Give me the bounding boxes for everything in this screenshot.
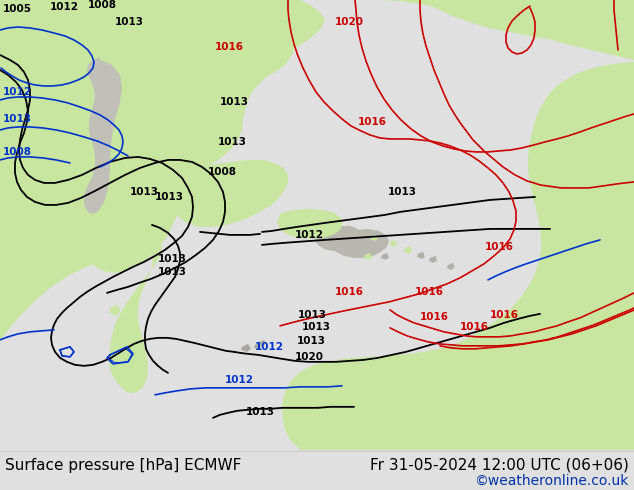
- Polygon shape: [110, 305, 120, 316]
- Polygon shape: [417, 252, 425, 259]
- Text: 1013: 1013: [3, 114, 32, 124]
- Text: 1012: 1012: [225, 375, 254, 385]
- Text: 1013: 1013: [298, 310, 327, 320]
- Text: 1012: 1012: [50, 2, 79, 12]
- Text: Surface pressure [hPa] ECMWF: Surface pressure [hPa] ECMWF: [5, 458, 242, 473]
- Text: 1012: 1012: [3, 87, 32, 97]
- Text: 1016: 1016: [358, 117, 387, 127]
- Polygon shape: [370, 235, 378, 241]
- Polygon shape: [0, 0, 634, 60]
- Polygon shape: [241, 344, 251, 352]
- Polygon shape: [277, 209, 343, 239]
- Text: 1020: 1020: [295, 352, 324, 362]
- Text: 1012: 1012: [255, 342, 284, 352]
- Text: 1016: 1016: [415, 287, 444, 297]
- Text: 1020: 1020: [335, 17, 364, 27]
- Text: 1013: 1013: [220, 97, 249, 107]
- Text: 1008: 1008: [88, 0, 117, 10]
- Text: 1016: 1016: [490, 310, 519, 320]
- Text: 1016: 1016: [335, 287, 364, 297]
- Polygon shape: [0, 0, 295, 343]
- Polygon shape: [109, 225, 162, 393]
- Text: 1016: 1016: [215, 42, 244, 52]
- Text: 1005: 1005: [3, 4, 32, 14]
- Polygon shape: [447, 263, 455, 270]
- Polygon shape: [315, 226, 362, 251]
- Polygon shape: [68, 51, 133, 256]
- Text: 1008: 1008: [3, 147, 32, 157]
- Text: 1012: 1012: [295, 230, 324, 240]
- Polygon shape: [0, 0, 325, 340]
- Text: 1013: 1013: [115, 17, 144, 27]
- Text: 1016: 1016: [485, 242, 514, 252]
- Polygon shape: [404, 246, 412, 254]
- Polygon shape: [0, 0, 634, 50]
- Polygon shape: [254, 343, 261, 350]
- Polygon shape: [330, 229, 389, 258]
- Polygon shape: [176, 160, 288, 227]
- Polygon shape: [259, 340, 266, 346]
- Polygon shape: [390, 240, 397, 247]
- Text: ©weatheronline.co.uk: ©weatheronline.co.uk: [475, 474, 629, 488]
- Polygon shape: [86, 130, 183, 273]
- Text: 1013: 1013: [158, 254, 187, 264]
- Text: 1013: 1013: [246, 407, 275, 417]
- Text: 1013: 1013: [302, 322, 331, 332]
- Polygon shape: [381, 253, 389, 260]
- Polygon shape: [84, 57, 122, 214]
- Polygon shape: [429, 256, 437, 263]
- Text: 1013: 1013: [218, 137, 247, 147]
- Text: 1008: 1008: [208, 167, 237, 177]
- Text: 1013: 1013: [158, 267, 187, 277]
- Text: 1013: 1013: [155, 192, 184, 202]
- Text: Fr 31-05-2024 12:00 UTC (06+06): Fr 31-05-2024 12:00 UTC (06+06): [370, 458, 629, 473]
- Polygon shape: [364, 253, 372, 260]
- Text: 1016: 1016: [420, 312, 449, 322]
- Text: 1013: 1013: [297, 336, 326, 346]
- Polygon shape: [282, 62, 634, 450]
- Text: 1013: 1013: [130, 187, 159, 197]
- Text: 1016: 1016: [460, 322, 489, 332]
- Text: 1013: 1013: [388, 187, 417, 197]
